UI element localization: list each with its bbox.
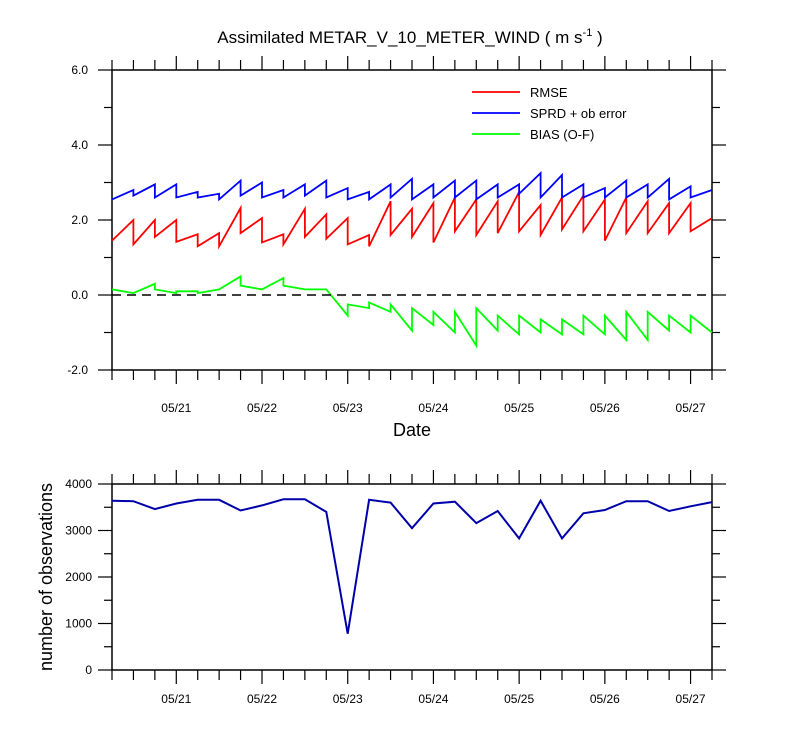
bottom-y-tick-label: 1000 xyxy=(65,617,92,631)
bottom-axis-ticks xyxy=(98,470,726,684)
top-series-line-bias-o-f xyxy=(111,274,713,349)
top-y-tick-label: -2.0 xyxy=(67,363,88,377)
bottom-series-line-observations xyxy=(111,498,713,634)
bottom-x-tick-label: 05/22 xyxy=(247,692,277,706)
top-y-tick-label: 0.0 xyxy=(71,288,88,302)
top-x-tick-label: 05/27 xyxy=(676,401,706,415)
top-x-tick-label: 05/22 xyxy=(247,401,277,415)
top-y-tick-label: 4.0 xyxy=(71,138,88,152)
top-x-tick-label: 05/26 xyxy=(590,401,620,415)
bottom-y-tick-label: 3000 xyxy=(65,524,92,538)
legend-label: SPRD + ob error xyxy=(530,106,627,121)
top-x-tick-label: 05/23 xyxy=(333,401,363,415)
chart-title: Assimilated METAR_V_10_METER_WIND ( m s-… xyxy=(217,27,602,47)
legend-label: RMSE xyxy=(530,85,568,100)
legend: RMSE SPRD + ob error BIAS (O-F) xyxy=(472,85,627,142)
top-series-line-sprd-ob-error xyxy=(111,170,713,202)
legend-label: BIAS (O-F) xyxy=(530,127,594,142)
bottom-x-tick-label: 05/26 xyxy=(590,692,620,706)
bottom-x-tick-label: 05/24 xyxy=(418,692,448,706)
bottom-y-tick-label: 0 xyxy=(85,663,92,677)
bottom-x-tick-label: 05/25 xyxy=(504,692,534,706)
top-x-tick-labels: 05/21 05/22 05/23 05/24 05/25 05/26 05/27 xyxy=(161,401,706,415)
top-y-tick-label: 6.0 xyxy=(71,63,88,77)
top-x-tick-label: 05/21 xyxy=(161,401,191,415)
top-y-tick-label: 2.0 xyxy=(71,213,88,227)
top-series-line-rmse xyxy=(111,191,713,250)
bottom-y-tick-labels: 4000 3000 2000 1000 0 xyxy=(65,477,92,677)
x-axis-title: Date xyxy=(393,420,431,440)
bottom-x-tick-label: 05/21 xyxy=(161,692,191,706)
y-axis-title-observations: number of observations xyxy=(36,483,56,671)
bottom-series-lines xyxy=(111,498,713,634)
bottom-x-tick-labels: 05/21 05/22 05/23 05/24 05/25 05/26 05/27 xyxy=(161,692,706,706)
top-axis-ticks xyxy=(98,56,726,384)
top-series-lines xyxy=(111,170,713,349)
bottom-plot-frame xyxy=(111,483,713,671)
chart-title-superscript: -1 xyxy=(583,27,593,39)
bottom-y-tick-label: 4000 xyxy=(65,477,92,491)
bottom-x-tick-label: 05/27 xyxy=(676,692,706,706)
chart-title-end: ) xyxy=(592,28,602,47)
bottom-y-tick-label: 2000 xyxy=(65,570,92,584)
top-x-tick-label: 05/25 xyxy=(504,401,534,415)
bottom-x-tick-label: 05/23 xyxy=(333,692,363,706)
top-y-tick-labels: 6.0 4.0 2.0 0.0 -2.0 xyxy=(67,63,88,377)
top-x-tick-label: 05/24 xyxy=(418,401,448,415)
chart-title-main: Assimilated METAR_V_10_METER_WIND ( m s xyxy=(217,28,582,47)
